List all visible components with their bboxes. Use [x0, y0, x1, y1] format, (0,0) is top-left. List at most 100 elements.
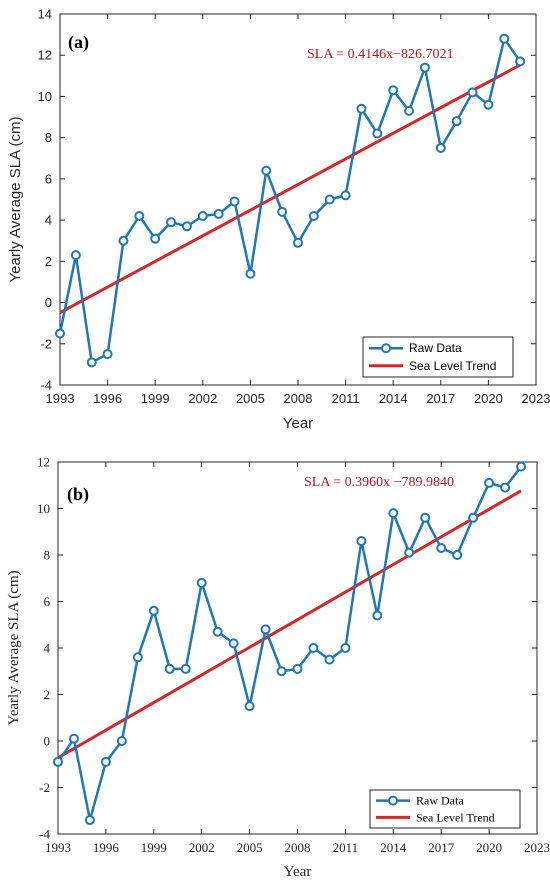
legend-raw-marker — [381, 343, 391, 354]
raw-data-point — [260, 624, 271, 635]
raw-data-point — [212, 626, 223, 637]
raw-data-point — [419, 62, 430, 73]
legend-box — [362, 336, 514, 378]
raw-data-point — [134, 210, 145, 221]
raw-data-point — [500, 482, 511, 493]
raw-data-point — [324, 194, 335, 205]
raw-data-point — [228, 638, 239, 649]
y-tick-label: 6 — [45, 171, 52, 186]
raw-data-point — [150, 233, 161, 244]
raw-data-point — [436, 543, 447, 554]
legend-raw-label: Raw Data — [416, 794, 464, 808]
raw-data-point — [515, 56, 526, 67]
raw-data-point — [293, 237, 303, 248]
x-tick-label: 1993 — [46, 391, 75, 406]
raw-data-point — [468, 512, 479, 523]
plot-area — [57, 461, 538, 835]
x-tick-label: 1996 — [93, 391, 122, 406]
raw-data-point — [340, 643, 351, 653]
x-tick-label: 2023 — [522, 391, 550, 406]
raw-data-point — [132, 652, 143, 663]
raw-data-point — [404, 547, 415, 558]
y-tick-label: -2 — [39, 780, 50, 795]
raw-data-point — [324, 654, 335, 665]
y-tick-label: 4 — [45, 213, 52, 228]
chart-panel-b: 1993 1996 1999 2002 2005 2008 2011 2014 2017 2020… — [6, 455, 550, 881]
raw-data-point — [261, 165, 272, 176]
raw-data-point — [180, 663, 191, 674]
legend-raw-marker — [388, 795, 398, 806]
raw-data-point — [516, 461, 527, 472]
x-tick-label: 2014 — [380, 840, 407, 855]
y-tick-label: 2 — [44, 687, 51, 702]
raw-data-point — [483, 99, 494, 110]
raw-data-point — [86, 357, 97, 368]
x-tick-label: 2014 — [379, 391, 408, 406]
x-tick-label: 2002 — [189, 840, 215, 855]
panel-label: (b) — [67, 484, 89, 505]
x-axis-title: Year — [284, 864, 312, 880]
trend-line — [59, 63, 521, 314]
raw-data-point — [404, 105, 415, 116]
raw-data-point — [53, 756, 63, 767]
panel-label: (a) — [68, 32, 89, 53]
x-tick-label: 1999 — [141, 840, 167, 855]
raw-data-point — [467, 87, 478, 98]
raw-data-point — [356, 536, 367, 547]
raw-data-point — [340, 190, 351, 201]
raw-data-point — [197, 210, 208, 221]
plot-area — [59, 13, 537, 386]
raw-data-point — [388, 508, 399, 519]
x-tick-label: 2011 — [332, 391, 360, 406]
x-tick-label: 2020 — [476, 840, 502, 855]
y-tick-label: 2 — [45, 254, 52, 269]
raw-data-point — [164, 663, 175, 674]
legend: Raw Data Sea Level Trend — [369, 789, 521, 829]
raw-data-point — [100, 756, 111, 767]
x-tick-label: 2008 — [284, 391, 313, 406]
raw-data-point — [181, 221, 192, 232]
x-tick-label: 2008 — [285, 840, 311, 855]
x-tick-label: 2017 — [426, 391, 455, 406]
raw-data-point — [452, 550, 463, 560]
raw-data-point — [245, 268, 256, 279]
raw-data-point — [277, 206, 288, 217]
raw-data-point — [68, 733, 79, 744]
x-tick-label: 2011 — [333, 840, 359, 855]
y-tick-label: 4 — [44, 641, 51, 656]
raw-data-point — [55, 328, 65, 339]
legend-trend-label: Sea Level Trend — [416, 810, 495, 824]
y-tick-label: 12 — [37, 455, 50, 470]
y-axis-title: Yearly Average SLA (cm) — [6, 570, 22, 725]
raw-data-point — [372, 610, 383, 621]
raw-data-point — [244, 701, 255, 712]
x-tick-label: 1993 — [45, 840, 71, 855]
y-tick-label: 8 — [45, 130, 52, 145]
raw-data-point — [292, 663, 303, 674]
raw-data-point — [84, 815, 95, 826]
raw-data-point — [308, 210, 319, 221]
x-tick-label: 2002 — [188, 391, 217, 406]
x-tick-label: 2020 — [474, 391, 503, 406]
raw-data-point — [166, 217, 177, 228]
raw-data-point — [308, 643, 319, 653]
raw-data-point — [356, 103, 367, 114]
chart-panel-a: 1993 1996 1999 2002 2005 2008 2011 2014 2017 2020… — [7, 7, 550, 433]
x-tick-label: 2023 — [524, 840, 550, 855]
x-tick-label: 1996 — [93, 840, 120, 855]
raw-data-point — [276, 666, 287, 677]
raw-data-point — [213, 208, 224, 219]
x-axis-title: Year — [283, 415, 313, 432]
raw-data-point — [196, 577, 207, 588]
y-tick-label: 8 — [44, 548, 51, 563]
legend-trend-label: Sea Level Trend — [409, 359, 496, 373]
raw-data-point — [70, 250, 81, 261]
y-tick-label: 0 — [44, 734, 51, 749]
x-tick-label: 2017 — [428, 840, 455, 855]
raw-data-point — [116, 736, 127, 746]
legend: Raw Data Sea Level Trend — [362, 336, 514, 378]
x-tick-label: 2005 — [237, 840, 263, 855]
raw-data-point — [388, 85, 399, 96]
raw-data-point — [102, 349, 113, 360]
legend-box — [369, 789, 521, 829]
